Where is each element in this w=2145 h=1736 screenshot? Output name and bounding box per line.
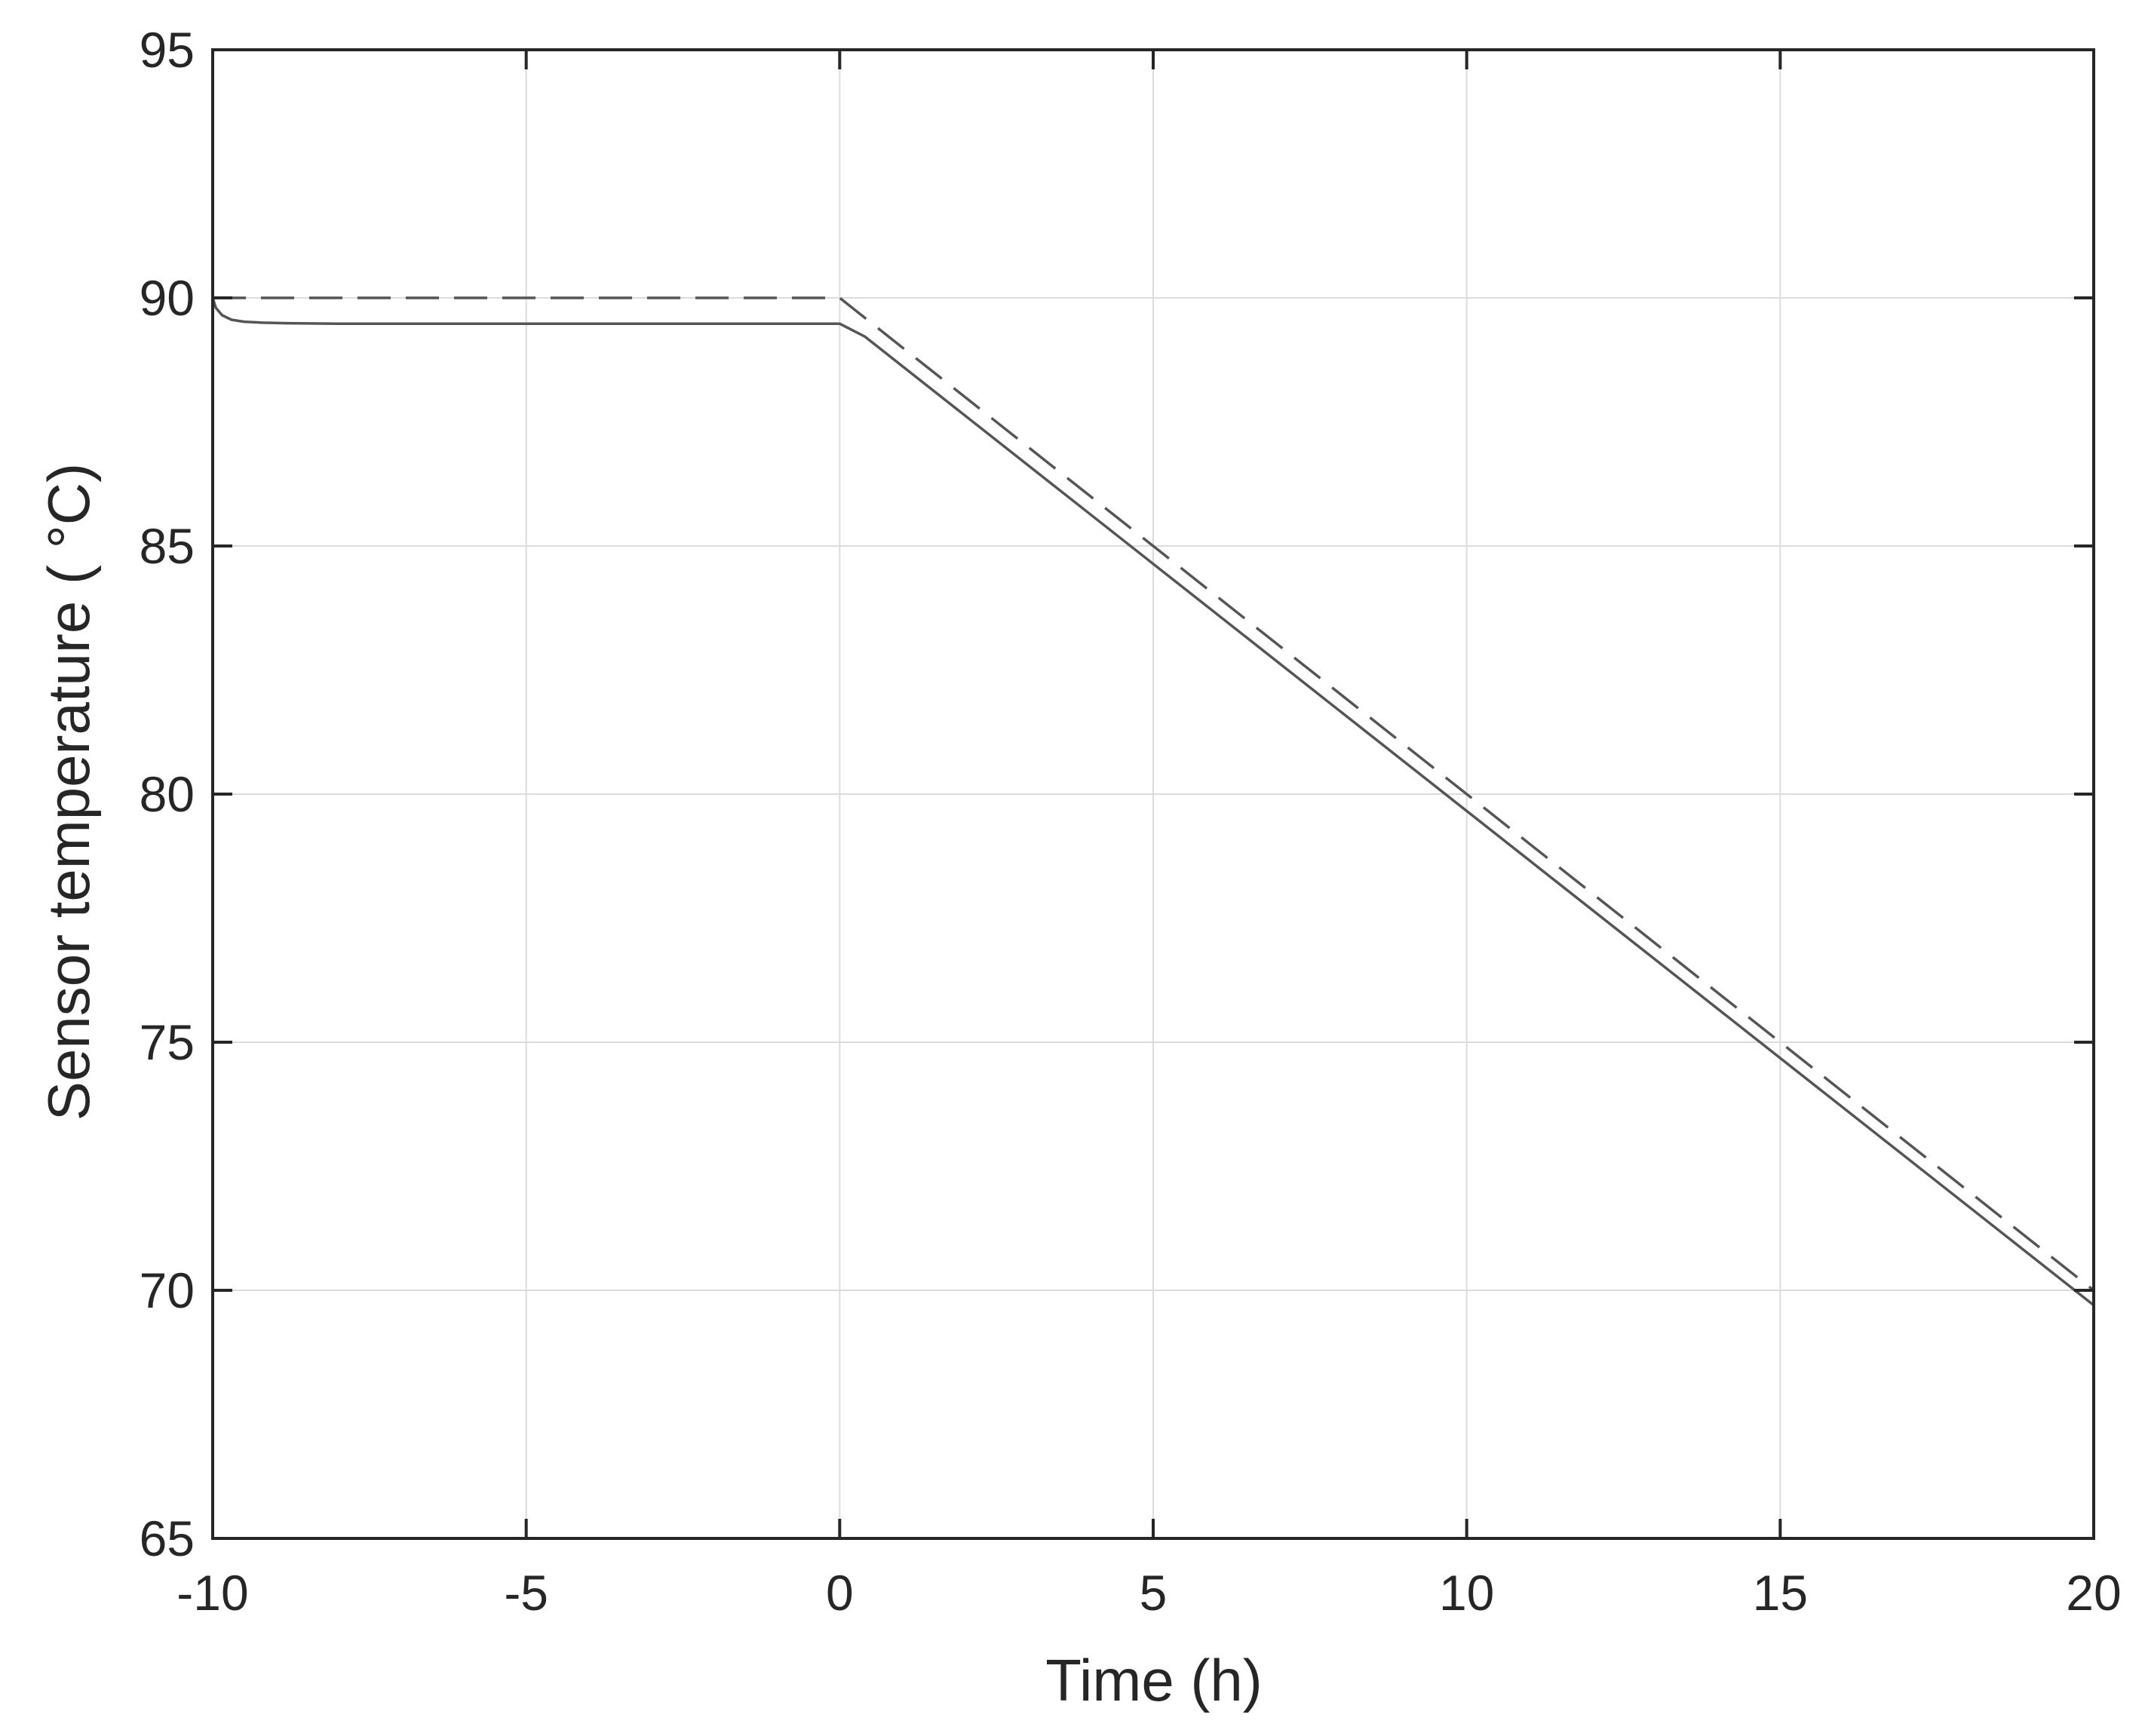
y-tick-label: 70 <box>140 1262 195 1318</box>
x-axis-label: Time (h) <box>1045 1647 1262 1713</box>
x-tick-label: 10 <box>1439 1565 1494 1621</box>
y-tick-label: 90 <box>140 270 195 326</box>
solid-series-line <box>211 297 2095 1307</box>
x-tick-labels: -10 -5 0 5 10 15 20 <box>176 1565 2121 1621</box>
x-tick-label: -5 <box>504 1565 548 1621</box>
dashed-series-line <box>213 296 2095 1292</box>
y-tick-label: 95 <box>140 22 195 78</box>
x-tick-label: 20 <box>2066 1565 2121 1621</box>
x-tick-label: 15 <box>1753 1565 1808 1621</box>
x-tick-label: 5 <box>1140 1565 1168 1621</box>
x-tick-label: 0 <box>826 1565 854 1621</box>
y-tick-label: 80 <box>140 766 195 822</box>
y-tick-label: 65 <box>140 1511 195 1566</box>
y-tick-labels: 65 70 75 80 85 90 95 <box>140 22 195 1566</box>
y-tick-label: 85 <box>140 518 195 574</box>
axes <box>211 48 2095 1540</box>
y-tick-label: 75 <box>140 1014 195 1070</box>
series-group <box>211 296 2095 1307</box>
x-tick-label: -10 <box>176 1565 248 1621</box>
y-axis-label: Sensor temperature ( °C) <box>35 463 102 1121</box>
